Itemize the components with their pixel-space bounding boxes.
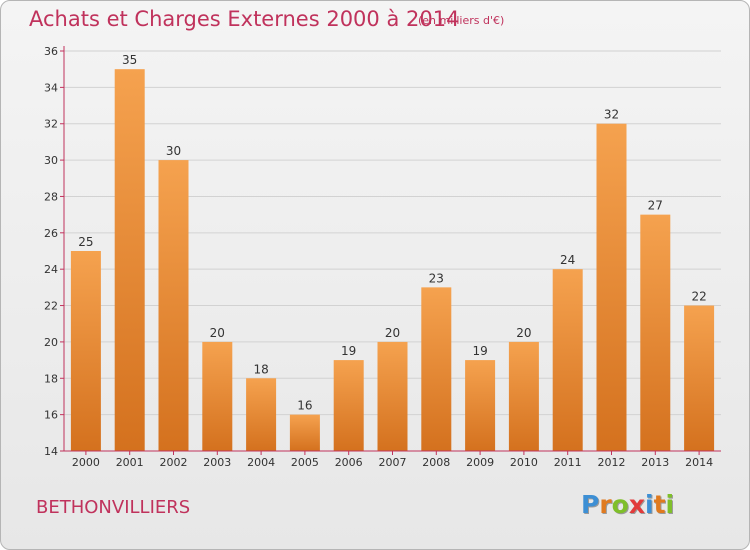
bar <box>640 214 671 451</box>
proxiti-logo[interactable]: Proxiti <box>581 490 674 519</box>
x-tick-label: 2003 <box>203 456 231 469</box>
x-tick-label: 2011 <box>554 456 582 469</box>
data-label: 32 <box>604 108 619 122</box>
x-tick-label: 2008 <box>422 456 450 469</box>
bar <box>377 341 408 451</box>
data-label: 20 <box>385 326 400 340</box>
y-tick-label: 16 <box>44 409 58 422</box>
data-label: 35 <box>122 53 137 67</box>
bar <box>421 287 452 451</box>
y-tick-label: 28 <box>44 190 58 203</box>
bar <box>246 378 277 451</box>
logo-letter: o <box>611 490 629 519</box>
x-tick-label: 2010 <box>510 456 538 469</box>
data-label: 27 <box>648 199 663 213</box>
data-label: 30 <box>166 144 181 158</box>
data-label: 16 <box>297 399 312 413</box>
x-tick-label: 2001 <box>116 456 144 469</box>
logo-letter: i <box>645 490 654 519</box>
axis-layer: 14 16 18 20 22 24 26 28 30 32 34 36 2000 2001 2002 2003… <box>44 45 721 469</box>
data-label: 18 <box>253 362 268 376</box>
y-tick-label: 22 <box>44 300 58 313</box>
x-tick-label: 2005 <box>291 456 319 469</box>
y-tick-label: 36 <box>44 45 58 58</box>
bar <box>552 269 583 451</box>
bar <box>289 414 320 451</box>
y-tick-label: 30 <box>44 154 58 167</box>
data-label: 25 <box>78 235 93 249</box>
x-tick-label: 2006 <box>335 456 363 469</box>
data-label: 20 <box>516 326 531 340</box>
y-tick-label: 32 <box>44 118 58 131</box>
x-tick-label: 2009 <box>466 456 494 469</box>
x-tick-label: 2002 <box>160 456 188 469</box>
commune-name: BETHONVILLIERS <box>36 497 191 518</box>
bar <box>465 360 496 451</box>
bar <box>508 341 539 451</box>
chart-title: Achats et Charges Externes 2000 à 2014 <box>29 7 460 31</box>
y-tick-label: 34 <box>44 81 58 94</box>
logo-letter: i <box>665 490 675 519</box>
y-tick-label: 18 <box>44 372 58 385</box>
bar <box>70 251 101 451</box>
logo-letter: t <box>653 490 666 519</box>
data-label: 24 <box>560 253 575 267</box>
x-tick-label: 2007 <box>379 456 407 469</box>
logo-letter: P <box>581 490 600 519</box>
chart-subtitle: (en milliers d'€) <box>418 14 505 27</box>
bar <box>158 160 189 451</box>
y-tick-label: 24 <box>44 263 58 276</box>
x-tick-label: 2014 <box>685 456 713 469</box>
data-label: 20 <box>210 326 225 340</box>
bar <box>596 123 627 452</box>
x-tick-label: 2004 <box>247 456 275 469</box>
data-label: 22 <box>691 290 706 304</box>
y-tick-label: 20 <box>44 336 58 349</box>
bar <box>114 69 145 451</box>
data-label: 19 <box>472 344 487 358</box>
x-tick-label: 2013 <box>641 456 669 469</box>
bar <box>333 360 364 451</box>
data-label: 19 <box>341 344 356 358</box>
y-tick-label: 26 <box>44 227 58 240</box>
bar <box>202 341 233 451</box>
x-tick-label: 2012 <box>598 456 626 469</box>
x-tick-label: 2000 <box>72 456 100 469</box>
bar <box>684 305 715 451</box>
logo-letter: r <box>599 490 612 519</box>
bar-layer: 25 35 30 20 18 16 19 20 23 19 20 24 32 27 22 <box>70 53 715 452</box>
data-label: 23 <box>429 271 444 285</box>
y-tick-label: 14 <box>44 445 58 458</box>
logo-letter: x <box>628 490 645 519</box>
